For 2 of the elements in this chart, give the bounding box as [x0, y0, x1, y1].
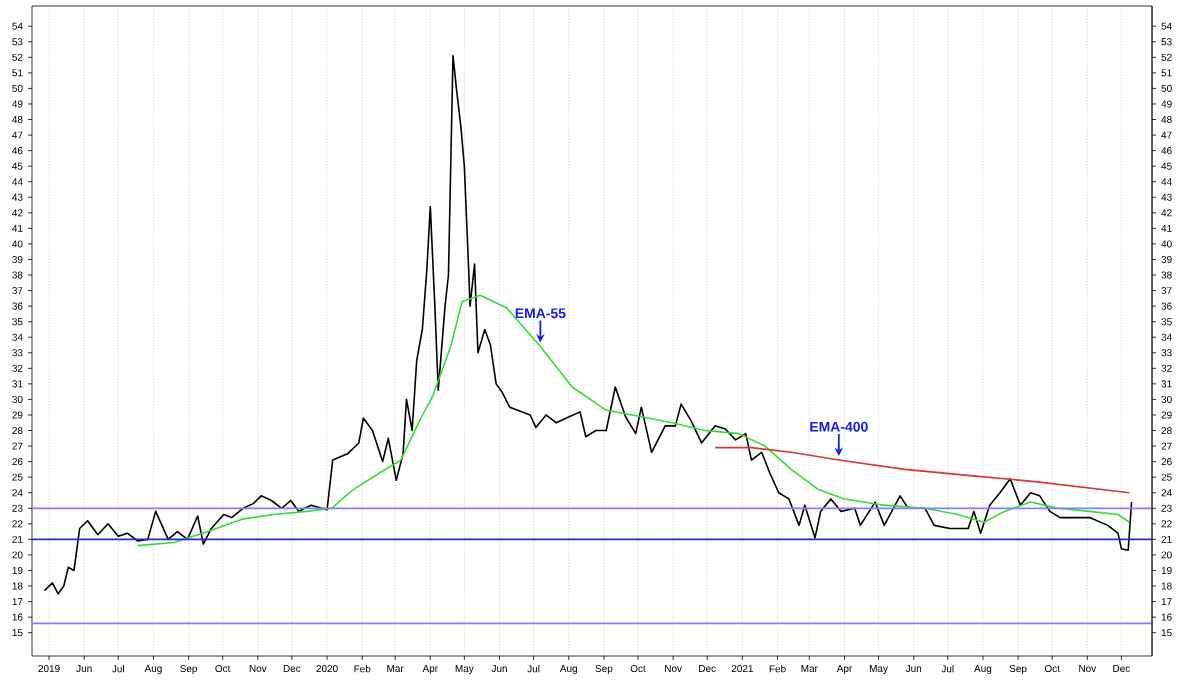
line-series — [136, 294, 1131, 547]
line-series — [714, 446, 1131, 494]
